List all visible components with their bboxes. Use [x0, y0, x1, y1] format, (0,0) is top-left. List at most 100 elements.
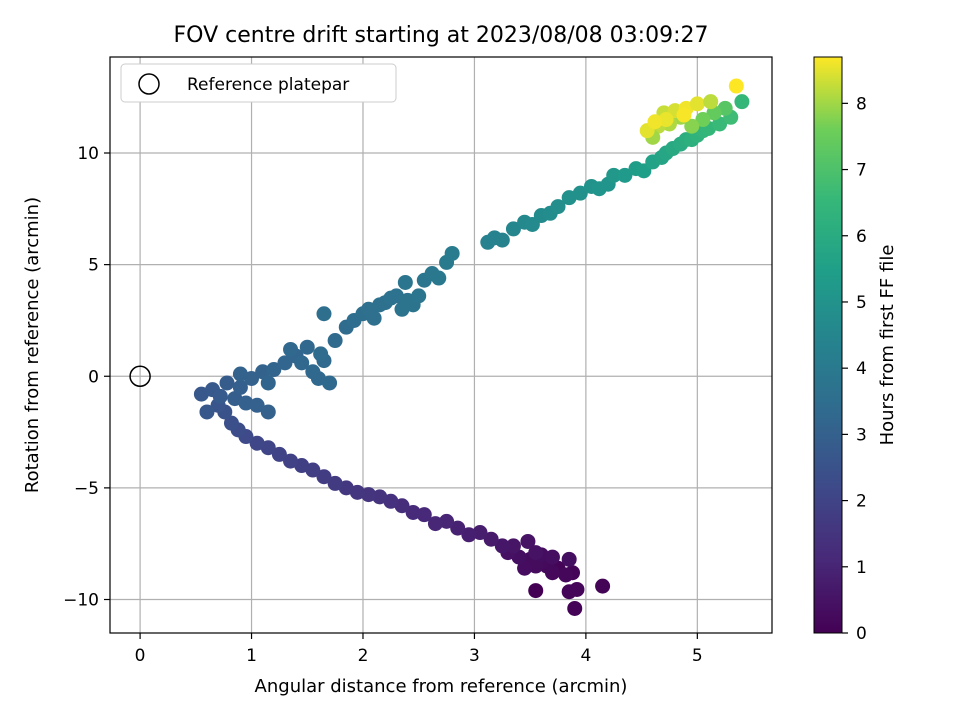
data-point [361, 487, 377, 503]
data-point [299, 339, 315, 355]
data-point [450, 520, 466, 536]
data-point [689, 96, 705, 112]
colorbar-tick-label: 8 [856, 94, 867, 114]
data-point [595, 578, 611, 594]
reference-platepar-marker [129, 365, 151, 388]
legend-marker-icon [138, 73, 160, 95]
data-point [327, 333, 343, 349]
x-tick-label: 4 [580, 646, 591, 666]
colorbar-gradient [813, 56, 843, 634]
data-point [676, 107, 692, 123]
data-point [444, 245, 460, 261]
data-point [405, 504, 421, 520]
data-point [528, 583, 544, 599]
data-point [271, 446, 287, 462]
data-point [439, 513, 455, 529]
colorbar-tick-label: 5 [856, 293, 867, 313]
data-point [567, 600, 583, 616]
y-axis-label: Rotation from reference (arcmin) [22, 197, 43, 493]
x-tick-label: 5 [692, 646, 703, 666]
data-point [572, 185, 588, 201]
y-tick-label: 0 [88, 367, 99, 387]
legend-label: Reference platepar [187, 75, 349, 95]
y-tick-label: −10 [63, 591, 99, 611]
x-axis: 0 1 2 3 4 5 [135, 633, 703, 666]
data-point [249, 435, 265, 451]
data-point [219, 375, 235, 391]
data-point [647, 114, 663, 130]
data-point [199, 404, 215, 420]
data-point [249, 397, 265, 413]
data-point [684, 118, 700, 134]
colorbar: 0 1 2 3 4 5 6 7 8 Hours from first FF file [813, 56, 898, 644]
data-point [316, 469, 332, 485]
x-axis-label: Angular distance from reference (arcmin) [255, 676, 628, 697]
data-point [255, 364, 271, 380]
data-point [322, 375, 338, 391]
data-point [695, 112, 711, 128]
data-point [461, 527, 477, 543]
data-point [260, 404, 276, 420]
chart-title: FOV centre drift starting at 2023/08/08 … [174, 23, 709, 48]
data-point [558, 567, 574, 583]
data-point [520, 533, 536, 549]
legend: Reference platepar [120, 63, 397, 103]
data-point [397, 274, 413, 290]
x-tick-label: 0 [135, 646, 146, 666]
colorbar-tick-label: 0 [856, 624, 867, 644]
data-point [316, 306, 332, 322]
colorbar-tick-label: 6 [856, 227, 867, 247]
data-point [232, 366, 248, 382]
y-axis: −10 −5 0 5 10 [63, 144, 110, 611]
data-point [712, 116, 728, 132]
data-point [372, 489, 388, 505]
data-point [561, 551, 577, 567]
data-point [483, 531, 499, 547]
data-point [260, 375, 276, 391]
data-point [416, 507, 432, 523]
y-tick-label: 5 [88, 256, 99, 276]
colorbar-label: Hours from first FF file [877, 245, 898, 446]
data-point [505, 221, 521, 237]
data-point [427, 516, 443, 532]
data-point [505, 538, 521, 554]
data-point [728, 78, 744, 94]
data-point [658, 112, 674, 128]
data-point [550, 199, 566, 215]
data-point [494, 538, 510, 554]
data-point [366, 310, 382, 326]
data-point [313, 346, 329, 362]
data-points [193, 78, 750, 616]
data-point [544, 549, 560, 565]
data-point [606, 167, 622, 183]
colorbar-tick-label: 7 [856, 161, 867, 181]
data-point [703, 94, 719, 110]
y-tick-label: −5 [74, 479, 99, 499]
x-tick-label: 1 [246, 646, 257, 666]
colorbar-tick-label: 3 [856, 425, 867, 445]
colorbar-ticks: 0 1 2 3 4 5 6 7 8 [842, 94, 867, 644]
data-point [472, 525, 488, 541]
data-point [223, 415, 239, 431]
data-point [232, 379, 248, 395]
data-point [327, 475, 343, 491]
x-tick-label: 3 [469, 646, 480, 666]
data-point [266, 362, 282, 378]
data-point [277, 355, 293, 371]
data-point [734, 94, 750, 110]
data-point [238, 395, 254, 411]
data-point [411, 288, 427, 304]
colorbar-tick-label: 4 [856, 359, 867, 379]
x-tick-label: 2 [358, 646, 369, 666]
colorbar-tick-label: 2 [856, 492, 867, 512]
data-point [294, 355, 310, 371]
data-point [517, 560, 533, 576]
data-point [569, 581, 585, 597]
data-point [528, 545, 544, 561]
data-point [617, 167, 633, 183]
data-point [283, 453, 299, 469]
data-point [431, 270, 447, 286]
plot-frame [109, 56, 773, 634]
y-tick-label: 10 [77, 144, 99, 164]
data-point [494, 232, 510, 248]
